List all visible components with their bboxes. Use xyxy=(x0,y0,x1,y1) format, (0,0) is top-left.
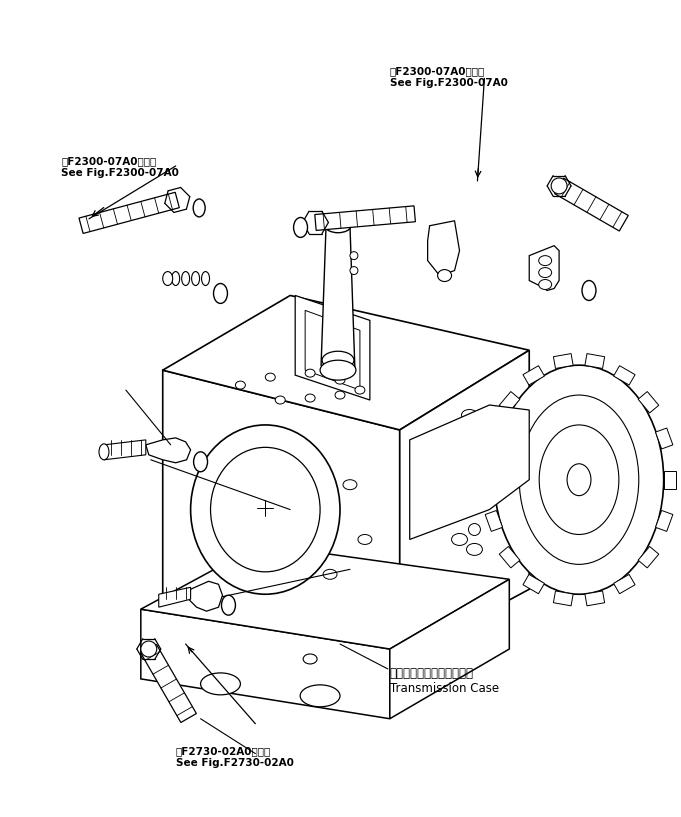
Ellipse shape xyxy=(193,452,208,471)
Ellipse shape xyxy=(210,448,320,572)
Polygon shape xyxy=(499,547,520,568)
Polygon shape xyxy=(141,645,196,722)
Ellipse shape xyxy=(202,271,210,285)
Ellipse shape xyxy=(452,534,467,546)
Polygon shape xyxy=(410,405,529,539)
Ellipse shape xyxy=(172,271,180,285)
Polygon shape xyxy=(482,471,494,489)
Polygon shape xyxy=(159,587,191,607)
Ellipse shape xyxy=(214,283,227,303)
Ellipse shape xyxy=(582,280,596,301)
Ellipse shape xyxy=(294,217,308,238)
Ellipse shape xyxy=(469,524,480,535)
Ellipse shape xyxy=(300,685,340,707)
Ellipse shape xyxy=(163,271,173,285)
Polygon shape xyxy=(163,370,400,659)
Polygon shape xyxy=(104,440,146,460)
Polygon shape xyxy=(428,221,460,275)
Polygon shape xyxy=(315,206,415,230)
Polygon shape xyxy=(305,310,360,390)
Ellipse shape xyxy=(358,534,372,544)
Ellipse shape xyxy=(350,266,358,275)
Ellipse shape xyxy=(335,391,345,399)
Ellipse shape xyxy=(425,474,439,484)
Ellipse shape xyxy=(466,543,482,556)
Polygon shape xyxy=(638,547,659,568)
Polygon shape xyxy=(656,428,673,449)
Polygon shape xyxy=(554,591,573,606)
Ellipse shape xyxy=(323,569,337,579)
Ellipse shape xyxy=(320,360,356,380)
Ellipse shape xyxy=(494,365,664,594)
Ellipse shape xyxy=(275,396,285,404)
Ellipse shape xyxy=(355,386,365,394)
Ellipse shape xyxy=(443,474,456,484)
Polygon shape xyxy=(141,544,509,649)
Ellipse shape xyxy=(322,351,354,369)
Ellipse shape xyxy=(469,449,480,461)
Polygon shape xyxy=(554,178,629,231)
Ellipse shape xyxy=(438,270,452,282)
Ellipse shape xyxy=(443,440,456,450)
Ellipse shape xyxy=(539,268,552,278)
Ellipse shape xyxy=(191,425,340,594)
Ellipse shape xyxy=(99,444,109,460)
Ellipse shape xyxy=(539,425,619,534)
Polygon shape xyxy=(614,574,635,594)
Polygon shape xyxy=(79,192,179,234)
Polygon shape xyxy=(554,354,573,368)
Polygon shape xyxy=(585,591,605,606)
Ellipse shape xyxy=(201,673,240,694)
Ellipse shape xyxy=(221,596,236,615)
Ellipse shape xyxy=(141,641,157,657)
Text: トランスミッションケース
Transmission Case: トランスミッションケース Transmission Case xyxy=(390,667,499,695)
Polygon shape xyxy=(141,609,390,719)
Text: 笮F2730-02A0図参照
See Fig.F2730-02A0: 笮F2730-02A0図参照 See Fig.F2730-02A0 xyxy=(176,747,294,768)
Polygon shape xyxy=(523,574,544,594)
Ellipse shape xyxy=(305,394,315,402)
Polygon shape xyxy=(400,350,529,659)
Polygon shape xyxy=(523,366,544,385)
Ellipse shape xyxy=(350,252,358,260)
Ellipse shape xyxy=(191,271,200,285)
Polygon shape xyxy=(390,579,509,719)
Ellipse shape xyxy=(303,654,317,664)
Ellipse shape xyxy=(425,440,439,450)
Polygon shape xyxy=(499,391,520,413)
Ellipse shape xyxy=(305,369,315,377)
Ellipse shape xyxy=(325,219,351,233)
Ellipse shape xyxy=(484,453,495,466)
Polygon shape xyxy=(321,225,355,370)
Ellipse shape xyxy=(484,493,495,506)
Ellipse shape xyxy=(266,373,275,381)
Ellipse shape xyxy=(551,178,567,194)
Polygon shape xyxy=(656,511,673,531)
Polygon shape xyxy=(614,366,635,385)
Ellipse shape xyxy=(520,395,639,565)
Ellipse shape xyxy=(481,414,497,426)
Ellipse shape xyxy=(335,376,345,384)
Polygon shape xyxy=(585,354,605,368)
Ellipse shape xyxy=(343,480,357,489)
Polygon shape xyxy=(485,511,503,531)
Ellipse shape xyxy=(236,381,245,389)
Ellipse shape xyxy=(182,271,189,285)
Ellipse shape xyxy=(539,279,552,289)
Polygon shape xyxy=(295,296,370,400)
Polygon shape xyxy=(146,438,191,462)
Ellipse shape xyxy=(462,409,477,421)
Polygon shape xyxy=(664,471,676,489)
Text: 笮F2300-07A0図参照
See Fig.F2300-07A0: 笮F2300-07A0図参照 See Fig.F2300-07A0 xyxy=(61,156,179,177)
Polygon shape xyxy=(189,581,223,611)
Ellipse shape xyxy=(443,457,456,467)
Ellipse shape xyxy=(539,256,552,266)
Ellipse shape xyxy=(193,199,205,217)
Polygon shape xyxy=(485,428,503,449)
Polygon shape xyxy=(163,296,529,430)
Text: 笮F2300-07A0図参照
See Fig.F2300-07A0: 笮F2300-07A0図参照 See Fig.F2300-07A0 xyxy=(390,66,507,88)
Polygon shape xyxy=(529,246,559,291)
Ellipse shape xyxy=(425,457,439,467)
Ellipse shape xyxy=(567,464,591,496)
Polygon shape xyxy=(638,391,659,413)
